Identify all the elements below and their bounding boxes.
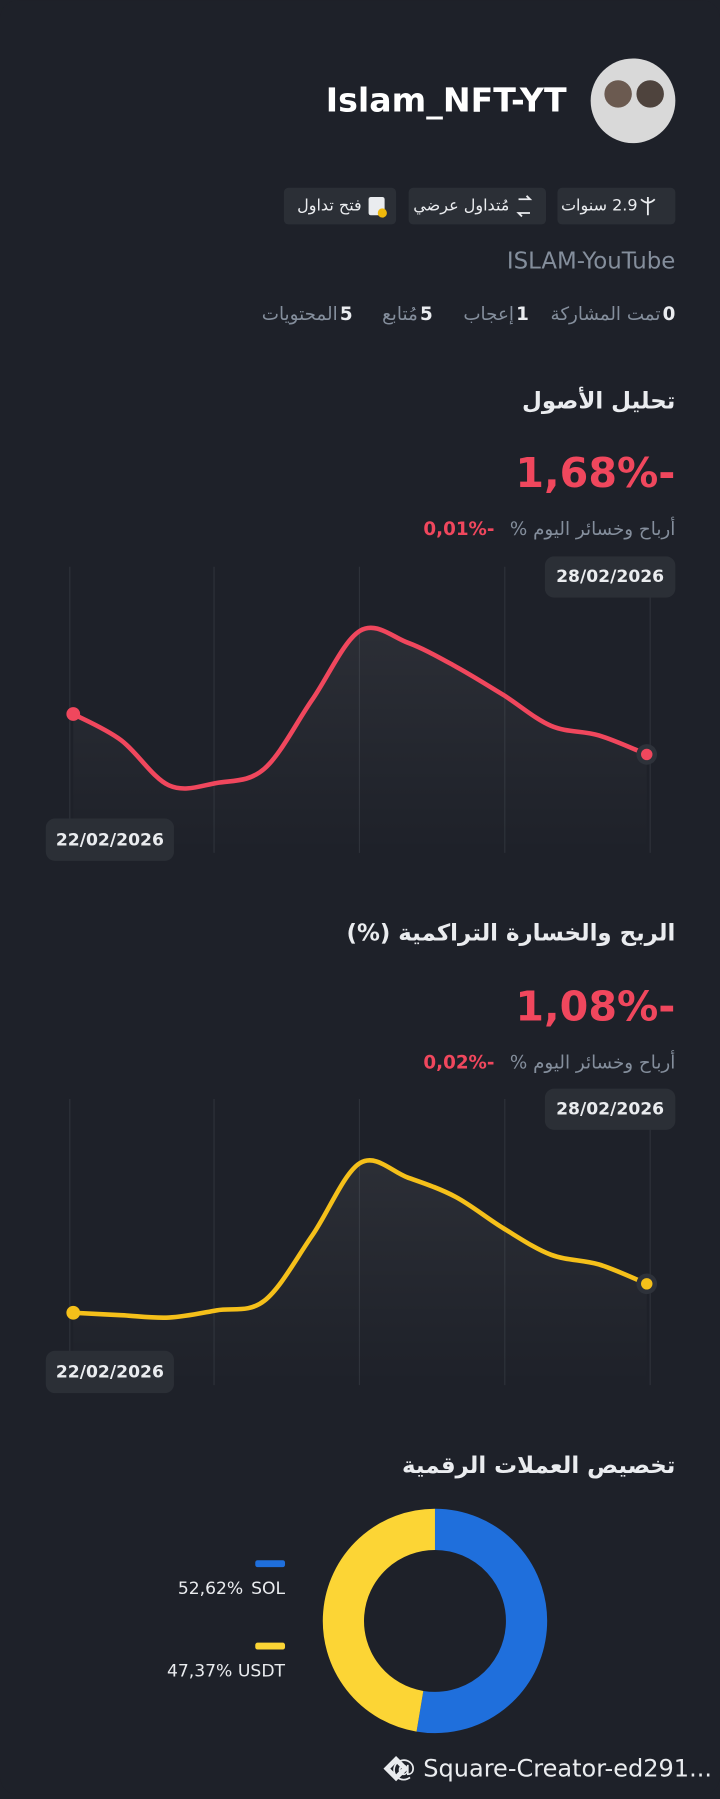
end-date: 28/02/2026 (556, 1099, 664, 1119)
badge-icon (516, 195, 533, 218)
badge (283, 187, 397, 225)
stat-value: 1 (516, 304, 529, 325)
badge (408, 187, 547, 225)
legend-name: USDT (238, 1661, 286, 1681)
badge-text: مُتداول عرضي (413, 196, 509, 216)
section-title: تحليل الأصول (522, 385, 675, 414)
today-value: 0,02%- (423, 1052, 494, 1073)
stat-label: إعجاب (463, 304, 514, 325)
badge (557, 187, 676, 225)
start-date: 22/02/2026 (56, 830, 164, 850)
today-value: 0,01%- (423, 519, 494, 540)
avatar-face (636, 80, 664, 108)
legend-swatch (255, 1642, 286, 1650)
badge-icon (377, 208, 387, 218)
area (73, 1160, 647, 1386)
watermark: @ Square-Creator-ed291... (392, 1755, 712, 1783)
stat-value: 5 (420, 304, 433, 325)
binance-logo (383, 1756, 409, 1782)
donut-segment (416, 1508, 548, 1734)
date-pill (45, 818, 174, 861)
end-point (641, 1278, 653, 1290)
badge-text: فتح تداول (297, 196, 362, 216)
legend-value: 47,37% (167, 1661, 232, 1681)
today-label: أرباح وخسائر اليوم % (510, 517, 675, 540)
donut-segment (322, 1508, 436, 1732)
start-point (66, 1305, 81, 1320)
stat-value: 0 (663, 304, 676, 325)
start-date: 22/02/2026 (56, 1363, 164, 1383)
avatar[interactable] (590, 58, 676, 144)
badge-text: 2.9 سنوات (561, 196, 638, 216)
section-title: الربح والخسارة التراكمية (%) (347, 921, 676, 947)
handle: ISLAM-YouTube (507, 249, 675, 275)
legend-value: 52,62% (178, 1579, 243, 1599)
avatar-face (604, 80, 632, 108)
pnl-value: 1,68%- (515, 449, 675, 497)
end-point (641, 748, 653, 761)
line (70, 625, 650, 791)
date-pill (544, 1088, 676, 1130)
today-label: أرباح وخسائر اليوم % (510, 1050, 675, 1073)
date-pill (45, 1350, 174, 1394)
stat-label: تمت المشاركة (551, 304, 661, 325)
stat-label: مُتابع (382, 304, 418, 325)
legend-name: SOL (251, 1579, 285, 1599)
username: Islam_NFT-YT (326, 80, 567, 119)
end-date: 28/02/2026 (556, 567, 664, 587)
legend-swatch (255, 1560, 286, 1568)
area (73, 627, 647, 853)
stat-label: المحتويات (262, 304, 338, 325)
pnl-value: 1,08%- (515, 983, 675, 1031)
badge-icon (640, 196, 656, 216)
start-point (66, 707, 81, 721)
line (70, 1158, 650, 1321)
section-title: تخصيص العملات الرقمية (402, 1453, 675, 1479)
date-pill (544, 556, 676, 598)
stat-value: 5 (340, 304, 353, 325)
